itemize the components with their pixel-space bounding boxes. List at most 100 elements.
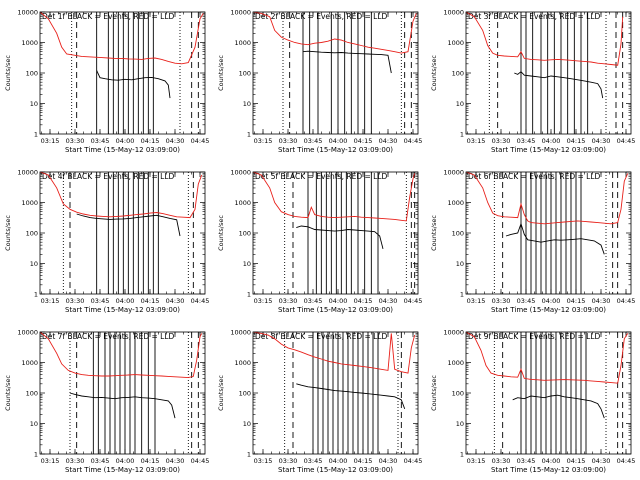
x-tick-label: 04:00 xyxy=(542,297,561,305)
lld-series-line xyxy=(253,332,416,374)
y-tick-label: 1000 xyxy=(447,199,464,207)
y-tick-label: 10 xyxy=(456,420,464,428)
x-tick-label: 04:30 xyxy=(379,297,398,305)
x-tick-label: 03:30 xyxy=(66,457,85,465)
x-tick-label: 04:45 xyxy=(404,137,423,145)
x-axis-label: Start Time (15-May-12 03:09:00) xyxy=(278,466,393,474)
x-tick-label: 03:45 xyxy=(91,297,110,305)
x-tick-label: 03:45 xyxy=(91,457,110,465)
panel-9: Det 9f BLACK = Events, RED = LLD Counts/s… xyxy=(430,329,635,475)
events-series-line xyxy=(96,70,171,99)
panel-1: Det 1f BLACK = Events, RED = LLDCounts/s… xyxy=(4,9,209,155)
y-axis-label: Counts/sec xyxy=(217,375,225,411)
x-tick-label: 03:45 xyxy=(304,297,323,305)
plot-area xyxy=(253,332,416,454)
x-axis-label: Start Time (15-May-12 03:09:00) xyxy=(65,306,180,314)
x-tick-label: 03:15 xyxy=(467,297,486,305)
x-tick-label: 04:30 xyxy=(592,457,611,465)
x-tick-label: 03:15 xyxy=(41,137,60,145)
lld-series-line xyxy=(40,12,204,65)
y-tick-label: 100 xyxy=(452,230,464,238)
y-tick-label: 1000 xyxy=(21,39,38,47)
plot-area xyxy=(40,332,203,454)
events-series-line xyxy=(514,71,604,99)
x-tick-label: 03:30 xyxy=(492,297,511,305)
y-tick-label: 1000 xyxy=(21,359,38,367)
x-tick-label: 03:30 xyxy=(279,457,298,465)
y-tick-label: 1000 xyxy=(447,359,464,367)
y-tick-label: 100 xyxy=(452,390,464,398)
x-tick-label: 04:15 xyxy=(354,137,373,145)
x-tick-label: 04:15 xyxy=(567,297,586,305)
events-series-line xyxy=(296,225,384,250)
y-tick-label: 100 xyxy=(26,230,38,238)
panel-7: Det 7f BLACK = Events, RED = LLD Counts/s… xyxy=(4,329,209,475)
y-tick-label: 100 xyxy=(239,230,251,238)
x-tick-label: 04:00 xyxy=(116,297,135,305)
x-tick-label: 03:15 xyxy=(254,137,273,145)
y-tick-label: 10 xyxy=(243,420,251,428)
y-tick-label: 100 xyxy=(26,390,38,398)
x-tick-label: 04:00 xyxy=(329,137,348,145)
y-tick-label: 10000 xyxy=(230,169,251,177)
y-tick-label: 1000 xyxy=(234,199,251,207)
x-tick-label: 04:30 xyxy=(379,457,398,465)
plot-frame xyxy=(465,331,632,455)
y-tick-label: 1 xyxy=(34,291,38,299)
lld-series-line xyxy=(253,172,416,222)
x-tick-label: 04:00 xyxy=(542,137,561,145)
x-tick-label: 04:15 xyxy=(141,137,160,145)
panel-2: Det 2f BLACK = Events, RED = LLD Counts/s… xyxy=(217,9,422,155)
plot-area xyxy=(40,12,204,134)
lld-series-line xyxy=(40,172,203,219)
x-tick-label: 04:45 xyxy=(404,457,423,465)
plot-area xyxy=(466,12,624,134)
x-tick-label: 03:45 xyxy=(517,457,536,465)
x-axis-label: Start Time (15-May-12 03:09:00) xyxy=(65,466,180,474)
y-tick-label: 10000 xyxy=(230,329,251,337)
x-tick-label: 04:00 xyxy=(116,137,135,145)
y-tick-label: 1 xyxy=(247,291,251,299)
x-tick-label: 03:45 xyxy=(517,137,536,145)
y-tick-label: 10 xyxy=(30,260,38,268)
x-tick-label: 04:15 xyxy=(567,457,586,465)
panel-4: Det 4f BLACK = Events, RED = LLDCounts/s… xyxy=(4,169,209,315)
x-tick-label: 03:15 xyxy=(254,297,273,305)
x-tick-label: 03:45 xyxy=(304,457,323,465)
x-tick-label: 04:00 xyxy=(329,457,348,465)
lld-series-line xyxy=(466,332,629,384)
events-series-line xyxy=(302,50,392,74)
x-tick-label: 04:45 xyxy=(404,297,423,305)
y-tick-label: 1 xyxy=(34,451,38,459)
y-tick-label: 10000 xyxy=(443,169,464,177)
x-tick-label: 03:15 xyxy=(467,137,486,145)
y-tick-label: 10 xyxy=(30,100,38,108)
x-tick-label: 04:45 xyxy=(617,137,636,145)
y-axis-label: Counts/sec xyxy=(4,215,12,251)
x-tick-label: 04:30 xyxy=(592,297,611,305)
y-tick-label: 100 xyxy=(26,70,38,78)
y-axis-label: Counts/sec xyxy=(217,215,225,251)
x-tick-label: 04:45 xyxy=(191,457,210,465)
lld-series-line xyxy=(466,172,629,225)
x-axis-label: Start Time (15-May-12 03:09:00) xyxy=(491,466,606,474)
y-axis-label: Counts/sec xyxy=(430,375,438,411)
x-tick-label: 04:15 xyxy=(567,137,586,145)
y-tick-label: 10 xyxy=(456,260,464,268)
y-tick-label: 10000 xyxy=(17,169,38,177)
y-tick-label: 1 xyxy=(460,131,464,139)
events-series-line xyxy=(505,222,605,255)
x-tick-label: 03:30 xyxy=(66,137,85,145)
y-tick-label: 1000 xyxy=(234,359,251,367)
x-tick-label: 03:15 xyxy=(254,457,273,465)
plot-area xyxy=(466,332,629,454)
plot-frame xyxy=(39,331,206,455)
x-tick-label: 04:45 xyxy=(191,297,210,305)
x-tick-label: 03:15 xyxy=(467,457,486,465)
x-tick-label: 04:30 xyxy=(592,137,611,145)
plot-area xyxy=(40,172,203,294)
y-tick-label: 1 xyxy=(460,291,464,299)
x-axis-label: Start Time (15-May-12 03:09:00) xyxy=(278,146,393,154)
x-axis-label: Start Time (15-May-12 03:09:00) xyxy=(491,306,606,314)
